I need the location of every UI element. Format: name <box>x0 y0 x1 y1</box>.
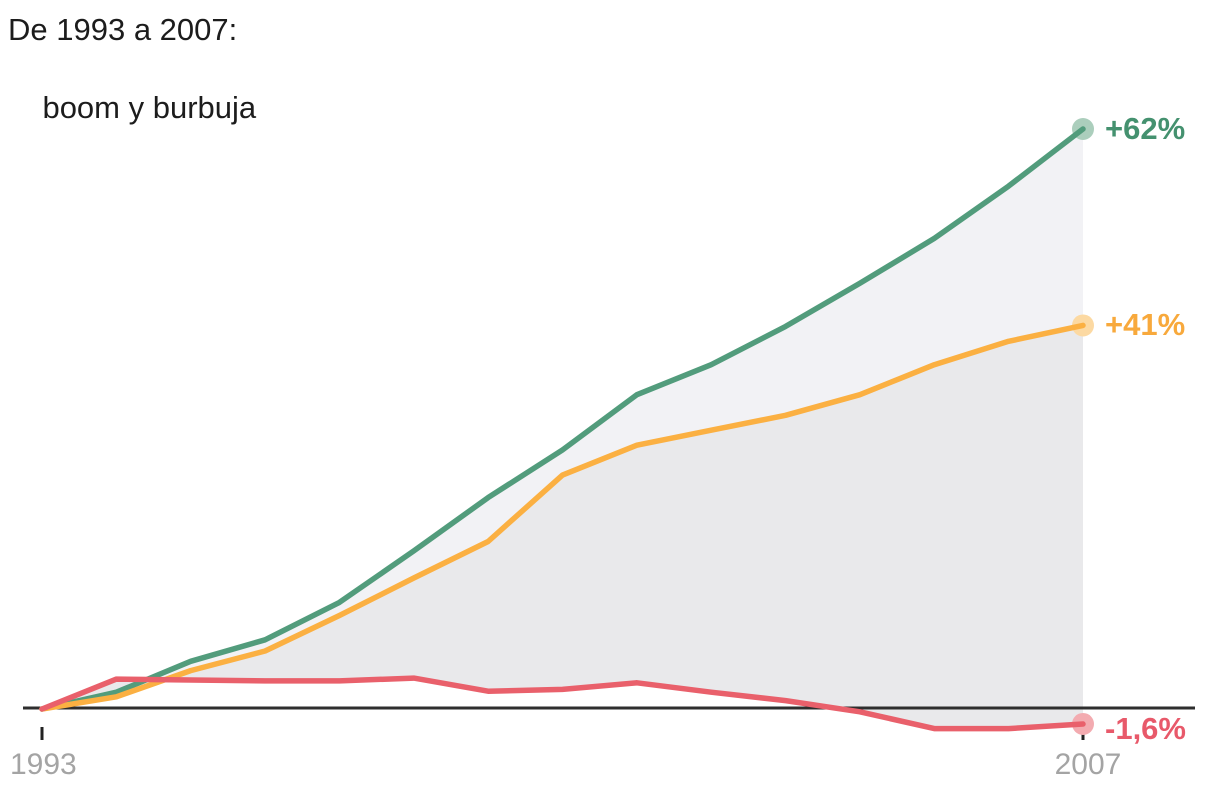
x-tick-label-1993: 1993 <box>10 748 77 781</box>
serie-naranja-line <box>39 322 1086 712</box>
x-tick-label-2007: 2007 <box>1054 748 1122 781</box>
band-orange-red <box>42 325 1083 729</box>
end-label-orange: +41% <box>1105 307 1186 343</box>
end-label-green: +62% <box>1105 110 1186 146</box>
chart-title: De 1993 a 2007: boom y burbuja <box>8 10 256 166</box>
end-label-red: -1,6% <box>1105 710 1186 746</box>
serie-verde-line <box>39 126 1086 712</box>
chart-title-line2: boom y burbuja <box>42 90 257 125</box>
serie-roja-line <box>39 675 1086 732</box>
chart-title-line1: De 1993 a 2007: <box>8 12 238 47</box>
